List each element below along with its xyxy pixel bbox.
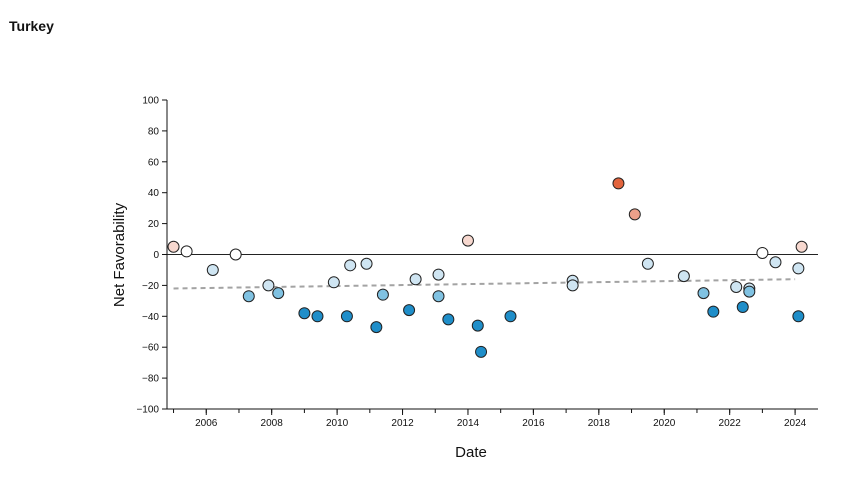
data-point bbox=[432, 290, 445, 303]
x-tick-label: 2020 bbox=[653, 418, 676, 429]
y-tick-label: −40 bbox=[142, 312, 159, 323]
data-point bbox=[697, 287, 710, 300]
y-tick-label: −60 bbox=[142, 343, 159, 354]
y-tick-label: 40 bbox=[148, 188, 160, 199]
data-point bbox=[795, 240, 808, 253]
data-point bbox=[344, 259, 357, 272]
trend-line-path bbox=[173, 278, 796, 290]
data-point bbox=[612, 177, 625, 190]
y-tick-label: 20 bbox=[148, 219, 160, 230]
data-point bbox=[403, 304, 416, 317]
x-tick-label: 2012 bbox=[391, 418, 414, 429]
y-axis: 100 80 60 40 20 0 −20 −40 −60 −80 −100 bbox=[136, 96, 168, 416]
x-tick-label: 2008 bbox=[261, 418, 284, 429]
y-axis-label: Net Favorability bbox=[111, 202, 128, 307]
data-point bbox=[298, 307, 311, 320]
data-point bbox=[180, 245, 193, 258]
data-point bbox=[206, 263, 219, 276]
data-point bbox=[409, 273, 422, 286]
data-point bbox=[792, 262, 805, 275]
data-point bbox=[311, 310, 324, 323]
x-tick-label: 2010 bbox=[326, 418, 349, 429]
data-point bbox=[272, 287, 285, 300]
x-tick-label: 2024 bbox=[784, 418, 807, 429]
x-tick-label: 2018 bbox=[588, 418, 611, 429]
x-axis-label: Date bbox=[455, 444, 487, 461]
y-tick-label: −100 bbox=[136, 405, 159, 416]
x-axis: 2006 2008 2010 2012 2014 2016 2018 2020 2022 2024 bbox=[167, 408, 818, 429]
data-point bbox=[756, 246, 769, 259]
x-tick-label: 2022 bbox=[719, 418, 742, 429]
data-points bbox=[167, 177, 808, 358]
data-point bbox=[376, 288, 389, 301]
data-point bbox=[736, 301, 749, 314]
data-point bbox=[566, 279, 579, 292]
data-point bbox=[167, 240, 180, 253]
data-point bbox=[475, 345, 488, 358]
data-point bbox=[743, 285, 756, 298]
data-point bbox=[327, 276, 340, 289]
data-point bbox=[730, 280, 743, 293]
x-tick-label: 2006 bbox=[195, 418, 218, 429]
data-point bbox=[242, 290, 255, 303]
data-point bbox=[360, 257, 373, 270]
data-point bbox=[442, 313, 455, 326]
data-point bbox=[769, 256, 782, 269]
data-point bbox=[370, 321, 383, 334]
x-tick-label: 2014 bbox=[457, 418, 480, 429]
data-point bbox=[229, 248, 242, 261]
data-point bbox=[471, 319, 484, 332]
y-tick-label: 80 bbox=[148, 126, 160, 137]
data-point bbox=[432, 268, 445, 281]
y-tick-label: 0 bbox=[153, 250, 159, 261]
data-point bbox=[340, 310, 353, 323]
x-tick-label: 2016 bbox=[522, 418, 545, 429]
page-title: Turkey bbox=[9, 18, 54, 34]
y-tick-label: 60 bbox=[148, 157, 160, 168]
y-tick-label: −80 bbox=[142, 374, 159, 385]
data-point bbox=[677, 270, 690, 283]
data-point bbox=[262, 279, 275, 292]
data-point bbox=[707, 305, 720, 318]
data-point bbox=[641, 257, 654, 270]
y-tick-label: 100 bbox=[142, 96, 159, 107]
data-point bbox=[792, 310, 805, 323]
trend-line bbox=[173, 278, 796, 290]
data-point bbox=[504, 310, 517, 323]
y-tick-label: −20 bbox=[142, 281, 159, 292]
data-point bbox=[461, 234, 474, 247]
data-point bbox=[628, 208, 641, 221]
